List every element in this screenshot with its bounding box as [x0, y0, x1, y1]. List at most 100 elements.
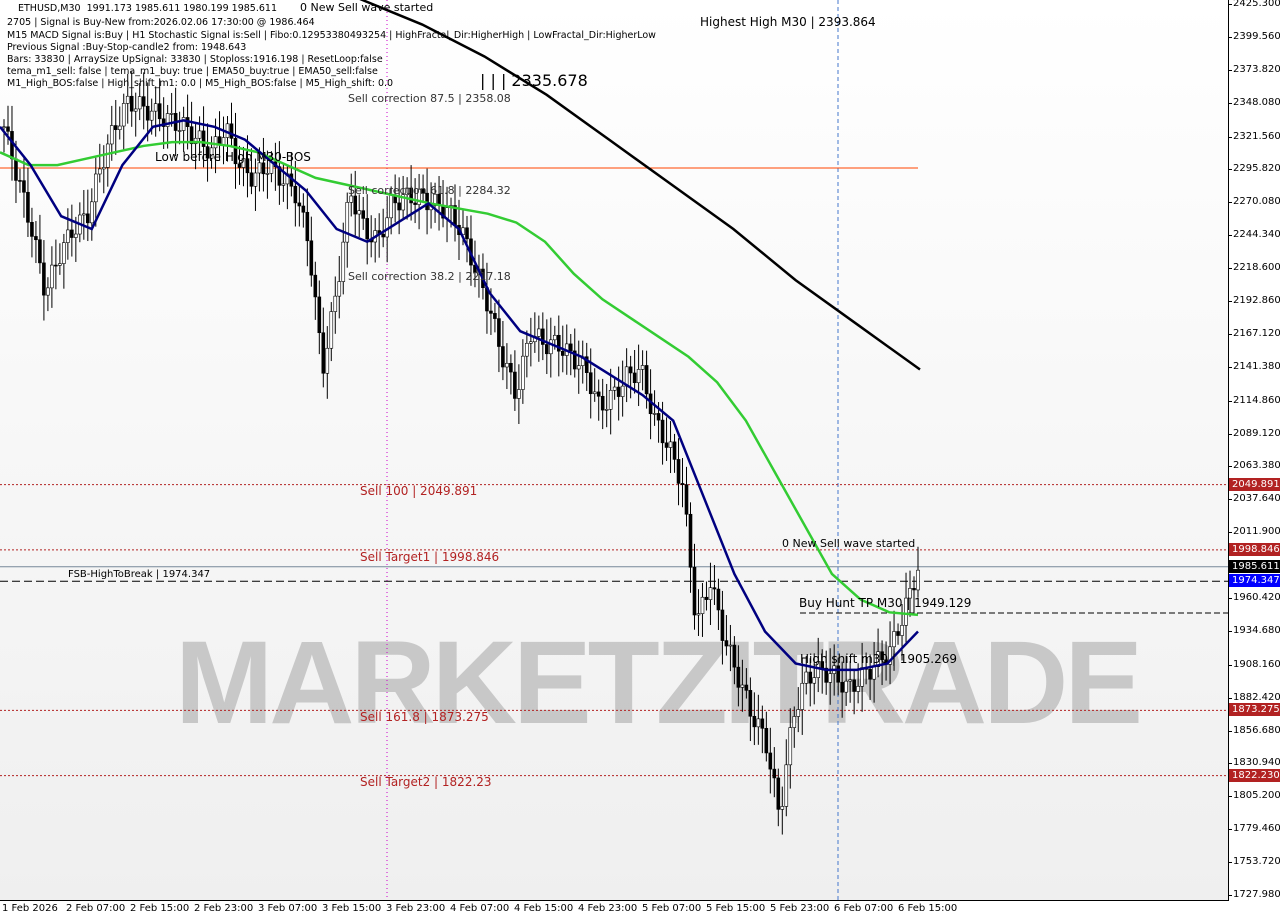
x-tick-label: 4 Feb 15:00 — [514, 903, 574, 914]
candle — [632, 372, 637, 384]
candle — [405, 187, 409, 195]
time-axis[interactable]: 1 Feb 2026 2 Feb 07:00 2 Feb 15:00 2 Feb 23… — [0, 901, 1228, 920]
candle — [880, 651, 884, 661]
y-tick-label: 2425.300 — [1229, 0, 1280, 9]
candle — [293, 185, 298, 204]
price-axis[interactable]: 2425.300 2399.560 2373.820 2348.080 2321.560… — [1229, 0, 1280, 900]
candle — [169, 113, 174, 115]
info-line: 2705 | Signal is Buy-New from:2026.02.06… — [7, 17, 315, 28]
annotation: | | | 2335.678 — [480, 71, 588, 90]
candle — [125, 95, 130, 104]
candle — [892, 631, 896, 648]
info-line: Bars: 33830 | ArraySize UpSignal: 33830 … — [7, 54, 383, 65]
candle — [149, 110, 154, 121]
candle — [489, 310, 493, 314]
candle — [808, 671, 813, 684]
candle — [644, 365, 649, 395]
y-tick-label: 2270.080 — [1229, 196, 1280, 208]
candle — [505, 362, 509, 368]
candle — [97, 168, 102, 175]
candle — [417, 188, 421, 205]
tema-line — [0, 119, 919, 672]
y-tick-label: 2192.860 — [1229, 295, 1280, 306]
candle — [549, 339, 553, 355]
candle — [696, 613, 701, 616]
candle — [325, 347, 330, 374]
candle — [14, 158, 18, 181]
candle — [764, 728, 769, 754]
candle — [704, 596, 709, 600]
candle — [22, 180, 26, 193]
candle — [177, 130, 182, 132]
candle — [137, 96, 142, 110]
x-tick-label: 5 Feb 23:00 — [770, 903, 830, 914]
level-label: FSB-HighToBreak | 1974.347 — [68, 569, 211, 580]
y-tick-label: 2348.080 — [1229, 96, 1280, 108]
candle — [121, 103, 126, 127]
candle — [497, 318, 501, 347]
candle — [612, 386, 617, 391]
annotation: High shift m30 | 1905.269 — [800, 652, 958, 666]
candle — [201, 130, 206, 147]
x-tick-label: 5 Feb 07:00 — [642, 903, 702, 914]
candle — [640, 365, 645, 370]
y-tick-label: 2244.340 — [1229, 229, 1280, 241]
candle — [900, 625, 904, 636]
ohlc: 1991.173 1985.611 1980.199 1985.611 — [86, 3, 277, 14]
y-tick-label: 2218.600 — [1229, 262, 1280, 274]
candle — [868, 669, 872, 680]
candle — [588, 372, 593, 395]
candle — [708, 587, 713, 600]
y-tick-label: 2399.560 — [1229, 30, 1280, 42]
candle — [309, 240, 314, 276]
candle — [249, 172, 254, 187]
candle — [604, 409, 609, 411]
price-badge: 1974.347 — [1229, 574, 1280, 588]
y-tick-label: 2063.380 — [1229, 460, 1280, 472]
candle — [18, 180, 22, 182]
candle — [728, 644, 733, 647]
candle — [349, 195, 354, 203]
candle — [788, 727, 793, 766]
candle — [82, 213, 86, 216]
candle — [257, 162, 262, 174]
y-tick-label: 1856.680 — [1229, 724, 1280, 736]
candle — [652, 413, 657, 415]
candle — [756, 718, 761, 728]
candle — [501, 346, 505, 368]
candle — [680, 483, 685, 485]
candle — [34, 236, 38, 241]
x-tick-label: 4 Feb 23:00 — [578, 903, 638, 914]
chart-header: ETHUSD,M30 1991.173 1985.611 1980.199 19… — [18, 3, 277, 15]
candle — [129, 95, 134, 112]
chart-area[interactable]: MARKETZITRADE ETHUSD,M30 1991.173 1985.6… — [0, 0, 1229, 901]
price-chart — [0, 0, 1228, 900]
info-line: Previous Signal :Buy-Stop-candle2 from: … — [7, 42, 247, 53]
candle — [732, 644, 737, 668]
y-tick-label: 1882.420 — [1229, 691, 1280, 703]
candle — [277, 166, 282, 186]
y-tick-label: 2089.120 — [1229, 427, 1280, 439]
y-tick-label: 2011.900 — [1229, 526, 1280, 538]
candle — [529, 341, 533, 344]
symbol: ETHUSD,M30 — [18, 3, 81, 14]
candle — [772, 768, 777, 779]
candle — [600, 395, 605, 411]
candle — [712, 587, 717, 590]
watermark: MARKETZITRADE — [175, 617, 1143, 749]
candle — [113, 125, 118, 130]
candle — [66, 229, 70, 243]
candle — [888, 646, 892, 665]
y-tick-label: 2295.820 — [1229, 163, 1280, 175]
candle — [844, 680, 848, 693]
annotation: 0 New Sell wave started — [782, 537, 916, 550]
candle — [521, 355, 525, 390]
candle — [517, 389, 521, 399]
candle — [321, 332, 326, 374]
y-tick-label: 2114.860 — [1229, 394, 1280, 406]
level-label: Sell 100 | 2049.891 — [360, 484, 478, 498]
candle — [908, 588, 912, 599]
y-tick-label: 1908.160 — [1229, 658, 1280, 670]
candle — [748, 690, 753, 717]
candle — [389, 194, 393, 219]
